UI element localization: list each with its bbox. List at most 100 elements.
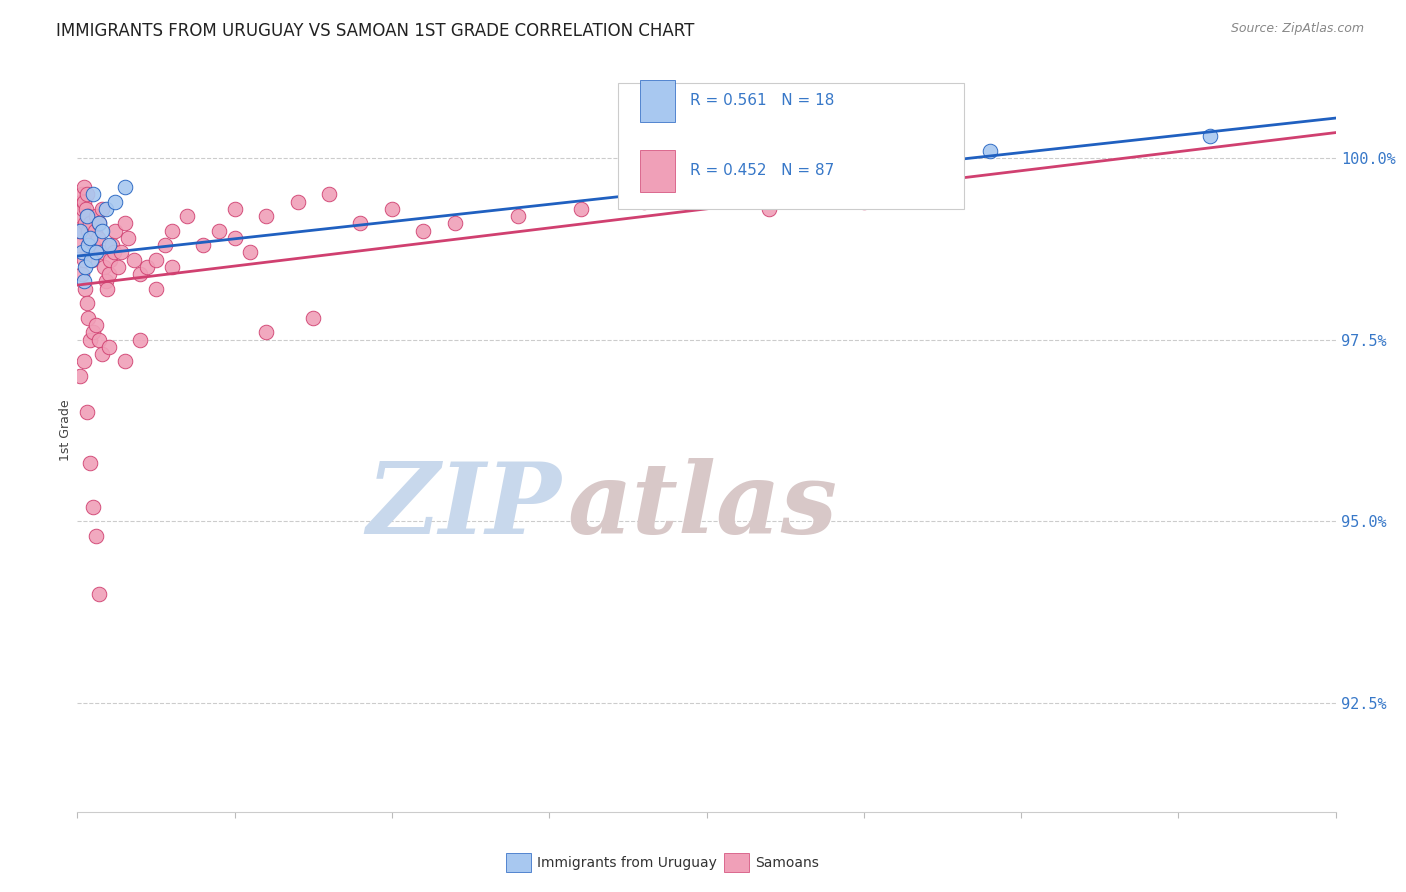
- Point: [444, 216, 467, 230]
- Point: [79, 216, 101, 230]
- Point: [67, 238, 90, 252]
- Point: [83, 224, 105, 238]
- Point: [104, 194, 127, 209]
- Bar: [640, 79, 675, 121]
- Point: [94, 202, 117, 216]
- Point: [75, 282, 97, 296]
- Point: [80, 245, 103, 260]
- Point: [103, 245, 125, 260]
- Point: [224, 231, 246, 245]
- Text: ZIP: ZIP: [367, 458, 562, 555]
- Point: [79, 238, 101, 252]
- Point: [72, 354, 94, 368]
- Point: [91, 202, 114, 216]
- Point: [79, 333, 101, 347]
- Point: [70, 187, 93, 202]
- Point: [84, 245, 107, 260]
- Point: [1199, 129, 1222, 144]
- Point: [84, 209, 107, 223]
- Point: [76, 187, 98, 202]
- Point: [79, 456, 101, 470]
- Point: [302, 310, 325, 325]
- Point: [75, 202, 97, 216]
- Point: [89, 587, 111, 601]
- Point: [69, 209, 91, 223]
- Point: [101, 238, 124, 252]
- Point: [224, 202, 246, 216]
- Point: [72, 202, 94, 216]
- Point: [104, 224, 127, 238]
- Point: [155, 238, 177, 252]
- Point: [381, 202, 404, 216]
- FancyBboxPatch shape: [619, 83, 965, 210]
- Point: [80, 252, 103, 267]
- Point: [77, 310, 100, 325]
- Point: [77, 238, 100, 252]
- Point: [129, 267, 152, 281]
- Point: [76, 405, 98, 419]
- Point: [122, 252, 145, 267]
- Point: [98, 252, 121, 267]
- Text: Immigrants from Uruguay: Immigrants from Uruguay: [537, 855, 717, 870]
- Point: [82, 238, 104, 252]
- Point: [254, 209, 277, 223]
- Text: atlas: atlas: [568, 458, 838, 555]
- Point: [97, 340, 120, 354]
- Point: [191, 238, 215, 252]
- Point: [89, 333, 111, 347]
- Text: Samoans: Samoans: [755, 855, 818, 870]
- Point: [76, 296, 98, 310]
- Point: [72, 180, 94, 194]
- Point: [145, 282, 167, 296]
- Point: [758, 202, 780, 216]
- Point: [79, 231, 101, 245]
- Point: [506, 209, 529, 223]
- Point: [96, 282, 118, 296]
- Point: [82, 187, 104, 202]
- Point: [239, 245, 262, 260]
- Point: [91, 224, 114, 238]
- Point: [84, 529, 107, 543]
- Point: [114, 354, 136, 368]
- Point: [114, 180, 136, 194]
- Point: [318, 187, 340, 202]
- Bar: [640, 150, 675, 192]
- Point: [129, 333, 152, 347]
- Point: [633, 194, 655, 209]
- Point: [72, 252, 94, 267]
- Point: [160, 224, 183, 238]
- Point: [97, 238, 120, 252]
- Point: [176, 209, 198, 223]
- Point: [79, 231, 101, 245]
- Point: [97, 267, 120, 281]
- Point: [75, 260, 97, 274]
- Point: [349, 216, 371, 230]
- Point: [114, 216, 136, 230]
- Point: [82, 326, 104, 340]
- Point: [87, 231, 110, 245]
- Point: [852, 194, 875, 209]
- Text: R = 0.561   N = 18: R = 0.561 N = 18: [690, 93, 835, 108]
- Point: [84, 318, 107, 332]
- Point: [76, 209, 98, 223]
- Point: [76, 209, 98, 223]
- Text: IMMIGRANTS FROM URUGUAY VS SAMOAN 1ST GRADE CORRELATION CHART: IMMIGRANTS FROM URUGUAY VS SAMOAN 1ST GR…: [56, 22, 695, 40]
- Point: [412, 224, 434, 238]
- Point: [254, 326, 277, 340]
- Point: [696, 187, 718, 202]
- Point: [287, 194, 309, 209]
- Point: [89, 216, 111, 230]
- Point: [94, 275, 117, 289]
- Point: [110, 245, 132, 260]
- Point: [107, 260, 129, 274]
- Point: [135, 260, 157, 274]
- Point: [145, 252, 167, 267]
- Text: Source: ZipAtlas.com: Source: ZipAtlas.com: [1230, 22, 1364, 36]
- Point: [93, 260, 115, 274]
- Point: [91, 347, 114, 361]
- Point: [75, 216, 97, 230]
- Point: [82, 500, 104, 514]
- Point: [208, 224, 231, 238]
- Point: [70, 194, 93, 209]
- Y-axis label: 1st Grade: 1st Grade: [59, 400, 72, 461]
